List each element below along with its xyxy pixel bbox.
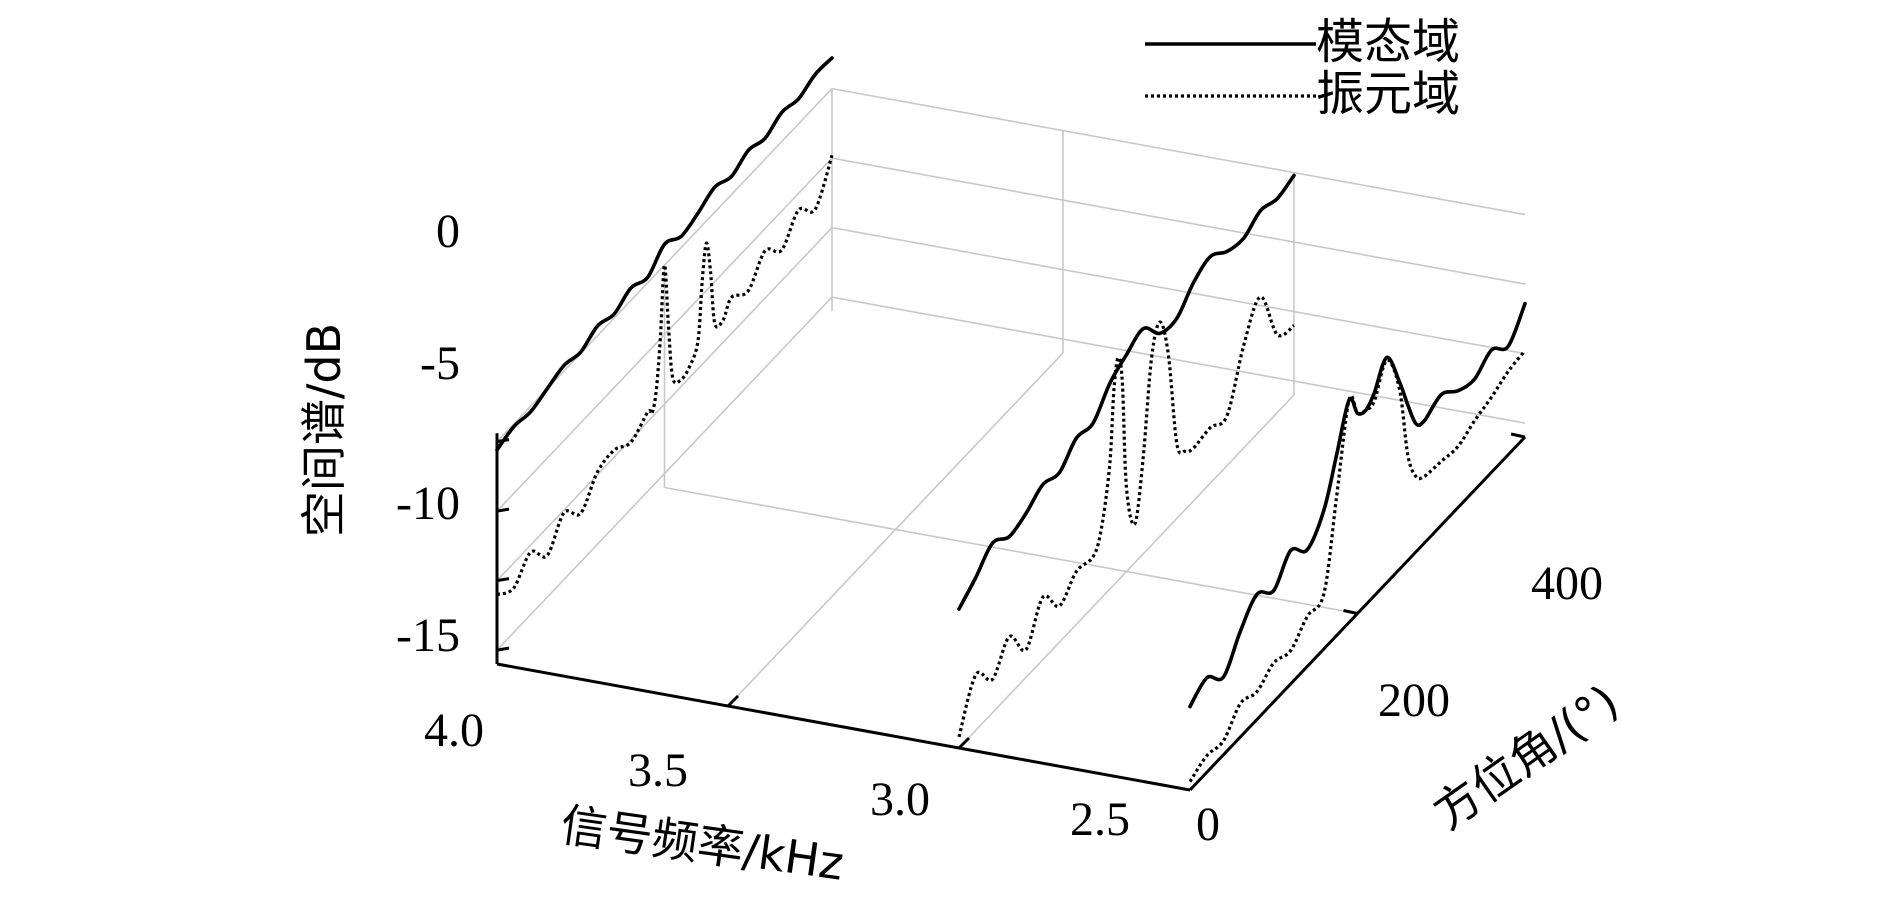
legend-label: 振元域 [1316,66,1460,122]
z-tick-label: -10 [396,477,460,530]
z-tick-label: 0 [436,205,460,258]
z-tick-mark [496,646,510,652]
x-tick-label: 4.0 [424,704,484,757]
x-tick-mark [726,694,740,708]
y-tick-mark [1343,609,1358,615]
grid-line [831,87,1526,216]
series-line-element [957,295,1296,738]
x-axis-line [496,662,1191,792]
x-tick-label: 3.0 [870,773,930,826]
x-tick-label: 2.5 [1070,793,1130,846]
y-tick-labels: 0 200 400 [1196,557,1603,851]
x-tick-labels: 4.0 3.5 3.0 2.5 [424,704,1130,846]
grid-line [664,486,1358,615]
y-tick-mark [1510,432,1526,439]
series-line-modal [957,173,1296,611]
series-line-modal [495,56,834,452]
x-axis-title: 信号频率/kHz [557,798,847,891]
grid-line [831,296,1526,424]
grid-line [831,157,1526,285]
z-axis-title: 空间谱/dB [297,323,351,537]
z-tick-mark [496,507,510,513]
z-tick-label: -15 [396,609,460,662]
grid-line [831,226,1526,355]
axes [495,432,1527,792]
z-tick-label: -5 [420,337,460,390]
data-series [495,56,1527,783]
y-tick-label: 0 [1196,798,1220,851]
y-axis-title: 方位角/(°) [1423,674,1628,840]
x-tick-label: 3.5 [628,744,688,797]
y-tick-label: 400 [1531,557,1603,610]
series-line-modal [1188,301,1527,709]
grid-lines [496,87,1526,749]
series-line-element [1188,349,1527,783]
z-tick-labels: 0 -5 -10 -15 [396,205,460,662]
y-tick-label: 200 [1378,674,1450,727]
legend: 模态域 振元域 [1145,14,1460,122]
x-tick-mark [957,736,971,750]
series-line-element [496,154,834,597]
legend-label: 模态域 [1316,14,1460,70]
z-tick-mark [496,577,510,583]
